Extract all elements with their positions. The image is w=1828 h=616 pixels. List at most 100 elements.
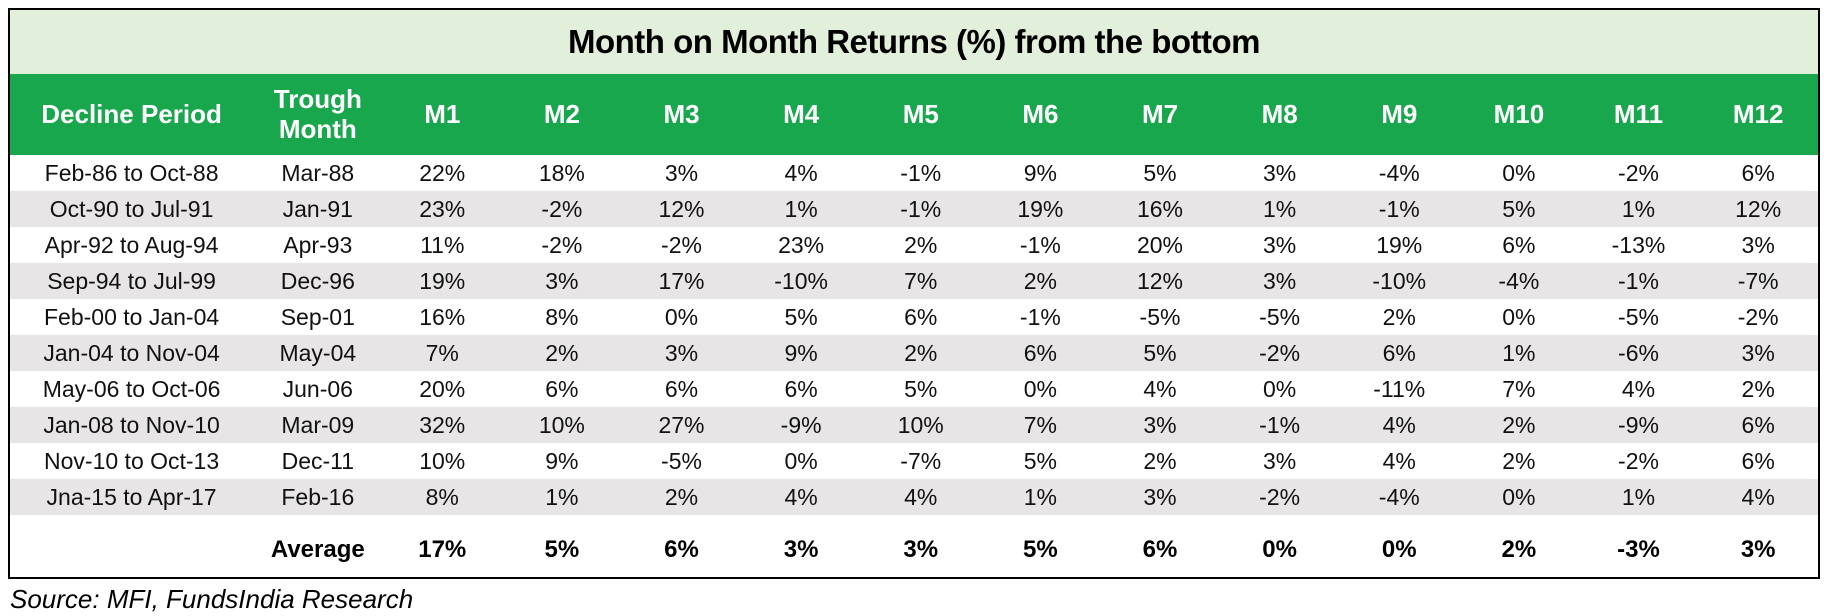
- average-value-cell: -3%: [1578, 515, 1699, 577]
- decline-period-cell: Feb-00 to Jan-04: [10, 299, 254, 335]
- return-value-cell: -1%: [1219, 407, 1340, 443]
- average-value-cell: 3%: [860, 515, 981, 577]
- decline-period-cell: Apr-92 to Aug-94: [10, 227, 254, 263]
- average-value-cell: 5%: [980, 515, 1101, 577]
- return-value-cell: 2%: [860, 335, 981, 371]
- header-month-m1: M1: [382, 74, 503, 155]
- header-month-m3: M3: [621, 74, 742, 155]
- return-value-cell: 0%: [1219, 371, 1340, 407]
- average-value-cell: 0%: [1219, 515, 1340, 577]
- average-empty-cell: [10, 515, 254, 577]
- header-trough-month: Trough Month: [253, 74, 383, 155]
- return-value-cell: 5%: [980, 443, 1101, 479]
- return-value-cell: -10%: [741, 263, 861, 299]
- table-row: Sep-94 to Jul-99 Dec-96 19% 3% 17% -10% 7% 2% 12…: [10, 263, 1818, 299]
- return-value-cell: -7%: [1698, 263, 1818, 299]
- return-value-cell: -1%: [860, 155, 981, 191]
- return-value-cell: 3%: [1219, 443, 1340, 479]
- return-value-cell: 9%: [502, 443, 622, 479]
- return-value-cell: 0%: [1459, 155, 1579, 191]
- table-row: Jan-04 to Nov-04 May-04 7% 2% 3% 9% 2% 6% 5% -2% 6…: [10, 335, 1818, 371]
- returns-table: Decline Period Trough Month M1 M2 M3 M4 M5 M6…: [10, 74, 1818, 577]
- return-value-cell: -1%: [860, 191, 981, 227]
- header-month-m8: M8: [1219, 74, 1340, 155]
- decline-period-cell: Oct-90 to Jul-91: [10, 191, 254, 227]
- return-value-cell: 17%: [621, 263, 742, 299]
- return-value-cell: 5%: [860, 371, 981, 407]
- return-value-cell: 8%: [382, 479, 503, 515]
- table-title: Month on Month Returns (%) from the bott…: [10, 10, 1818, 74]
- header-month-m7: M7: [1100, 74, 1220, 155]
- return-value-cell: -6%: [1578, 335, 1699, 371]
- header-month-m9: M9: [1339, 74, 1460, 155]
- return-value-cell: 10%: [860, 407, 981, 443]
- return-value-cell: 6%: [1339, 335, 1460, 371]
- return-value-cell: 16%: [382, 299, 503, 335]
- table-row: Jan-08 to Nov-10 Mar-09 32% 10% 27% -9% 10% 7% 3…: [10, 407, 1818, 443]
- return-value-cell: 2%: [621, 479, 742, 515]
- average-value-cell: 0%: [1339, 515, 1460, 577]
- trough-month-cell: Dec-11: [253, 443, 383, 479]
- return-value-cell: -2%: [1219, 479, 1340, 515]
- table-header: Decline Period Trough Month M1 M2 M3 M4 M5 M6…: [10, 74, 1818, 155]
- decline-period-cell: Jna-15 to Apr-17: [10, 479, 254, 515]
- return-value-cell: 16%: [1100, 191, 1220, 227]
- average-value-cell: 3%: [741, 515, 861, 577]
- decline-period-cell: May-06 to Oct-06: [10, 371, 254, 407]
- return-value-cell: 1%: [1578, 191, 1699, 227]
- return-value-cell: -10%: [1339, 263, 1460, 299]
- average-label: Average: [253, 515, 383, 577]
- return-value-cell: 6%: [1698, 407, 1818, 443]
- decline-period-cell: Jan-08 to Nov-10: [10, 407, 254, 443]
- table-row: Apr-92 to Aug-94 Apr-93 11% -2% -2% 23% 2% -1% 2…: [10, 227, 1818, 263]
- header-row: Decline Period Trough Month M1 M2 M3 M4 M5 M6…: [10, 74, 1818, 155]
- return-value-cell: 4%: [1339, 407, 1460, 443]
- return-value-cell: 4%: [1339, 443, 1460, 479]
- return-value-cell: 0%: [621, 299, 742, 335]
- return-value-cell: -1%: [980, 227, 1101, 263]
- return-value-cell: 19%: [382, 263, 503, 299]
- return-value-cell: 6%: [860, 299, 981, 335]
- return-value-cell: 2%: [1459, 443, 1579, 479]
- return-value-cell: 3%: [1100, 479, 1220, 515]
- return-value-cell: -2%: [502, 227, 622, 263]
- return-value-cell: 3%: [621, 335, 742, 371]
- return-value-cell: 0%: [1459, 299, 1579, 335]
- return-value-cell: -7%: [860, 443, 981, 479]
- table-row: Feb-00 to Jan-04 Sep-01 16% 8% 0% 5% 6% -1% -5% -…: [10, 299, 1818, 335]
- return-value-cell: 1%: [1459, 335, 1579, 371]
- decline-period-cell: Sep-94 to Jul-99: [10, 263, 254, 299]
- return-value-cell: 1%: [502, 479, 622, 515]
- return-value-cell: 19%: [1339, 227, 1460, 263]
- return-value-cell: 11%: [382, 227, 503, 263]
- header-month-m5: M5: [860, 74, 981, 155]
- return-value-cell: 2%: [1100, 443, 1220, 479]
- table-row: May-06 to Oct-06 Jun-06 20% 6% 6% 6% 5% 0% 4% 0% -…: [10, 371, 1818, 407]
- table-footer: Average 17% 5% 6% 3% 3% 5% 6% 0% 0% 2% -3% 3%: [10, 515, 1818, 577]
- return-value-cell: 1%: [1578, 479, 1699, 515]
- return-value-cell: 23%: [382, 191, 503, 227]
- return-value-cell: -11%: [1339, 371, 1460, 407]
- return-value-cell: 6%: [741, 371, 861, 407]
- return-value-cell: 32%: [382, 407, 503, 443]
- return-value-cell: -5%: [1578, 299, 1699, 335]
- return-value-cell: 8%: [502, 299, 622, 335]
- return-value-cell: -2%: [1578, 155, 1699, 191]
- return-value-cell: 0%: [980, 371, 1101, 407]
- header-month-m6: M6: [980, 74, 1101, 155]
- return-value-cell: 5%: [1459, 191, 1579, 227]
- table-row: Feb-86 to Oct-88 Mar-88 22% 18% 3% 4% -1% 9% 5% 3…: [10, 155, 1818, 191]
- return-value-cell: 12%: [1100, 263, 1220, 299]
- return-value-cell: 20%: [1100, 227, 1220, 263]
- decline-period-cell: Feb-86 to Oct-88: [10, 155, 254, 191]
- return-value-cell: -4%: [1459, 263, 1579, 299]
- return-value-cell: 7%: [1459, 371, 1579, 407]
- return-value-cell: 7%: [980, 407, 1101, 443]
- return-value-cell: -5%: [1100, 299, 1220, 335]
- return-value-cell: 9%: [980, 155, 1101, 191]
- return-value-cell: 2%: [1459, 407, 1579, 443]
- return-value-cell: -5%: [621, 443, 742, 479]
- return-value-cell: 2%: [1698, 371, 1818, 407]
- return-value-cell: -4%: [1339, 479, 1460, 515]
- return-value-cell: -2%: [502, 191, 622, 227]
